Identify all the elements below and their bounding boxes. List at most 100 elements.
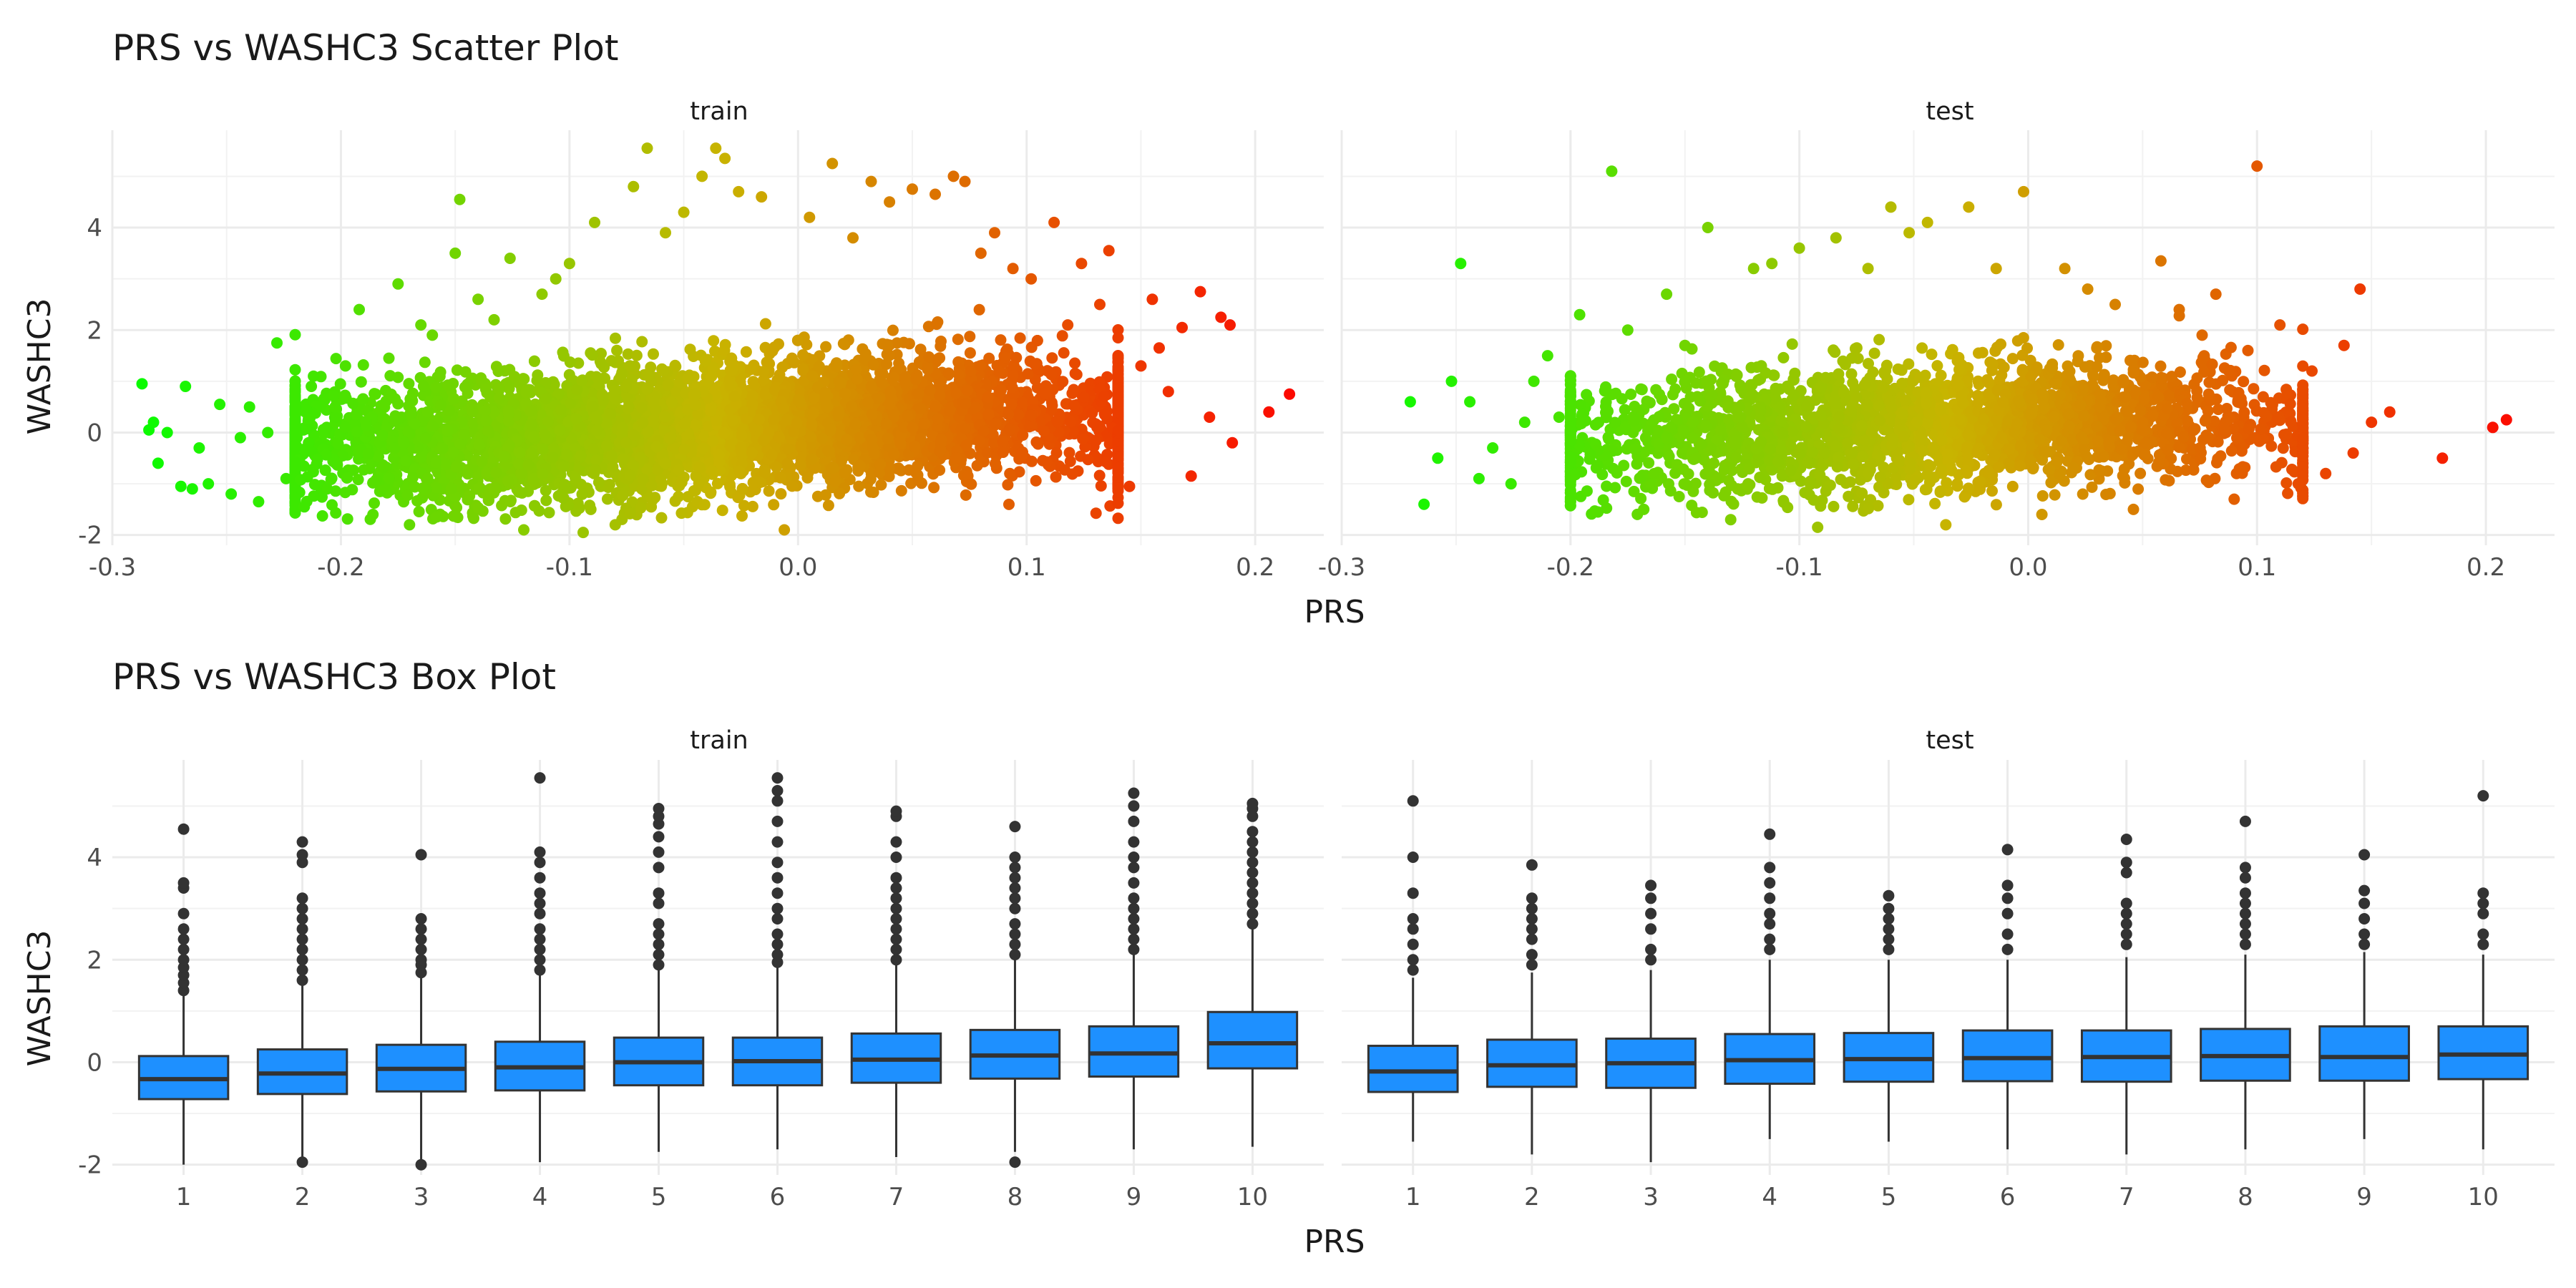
scatter-point: [303, 413, 314, 425]
scatter-point: [960, 489, 972, 501]
scatter-point: [1058, 347, 1070, 359]
scatter-point: [824, 423, 836, 435]
scatter-point: [662, 379, 674, 391]
scatter-point: [1100, 456, 1112, 468]
scatter-point: [711, 477, 723, 489]
scatter-point: [499, 513, 512, 525]
scatter-point: [526, 447, 538, 459]
scatter-point: [678, 417, 691, 429]
scatter-point: [718, 344, 731, 356]
scatter-point: [472, 502, 484, 514]
scatter-point: [447, 510, 459, 522]
scatter-point: [585, 503, 597, 515]
scatter-point: [898, 421, 910, 434]
scatter-point: [934, 464, 946, 476]
scatter-point: [540, 494, 552, 507]
scatter-point: [467, 510, 479, 522]
scatter-point: [877, 368, 889, 380]
scatter-point: [740, 346, 752, 358]
scatter-point: [669, 495, 681, 507]
scatter-point: [698, 499, 711, 511]
scatter-point: [853, 480, 865, 492]
scatter-point: [337, 449, 348, 462]
scatter-point: [881, 358, 893, 370]
scatter-point: [806, 370, 819, 382]
scatter-point: [308, 490, 320, 502]
scatter-point: [973, 303, 985, 316]
x-tick-label: -0.1: [546, 553, 593, 582]
scatter-point: [880, 418, 892, 430]
scatter-point: [328, 390, 340, 402]
scatter-point: [973, 435, 985, 447]
scatter-point: [564, 356, 576, 369]
scatter-point: [888, 448, 900, 460]
y-tick-label: 0: [87, 419, 102, 447]
scatter-point: [540, 393, 552, 404]
scatter-point: [1007, 370, 1019, 382]
scatter-point: [1093, 469, 1106, 482]
scatter-point: [1112, 324, 1124, 336]
scatter-point: [891, 337, 903, 349]
scatter-point: [691, 418, 703, 429]
scatter-point: [982, 409, 995, 421]
scatter-point: [1004, 424, 1016, 436]
scatter-point: [636, 483, 648, 495]
scatter-point: [658, 365, 669, 377]
scatter-point: [1112, 497, 1124, 509]
scatter-point: [444, 404, 455, 416]
scatter-point: [642, 369, 654, 381]
scatter-point: [943, 405, 955, 417]
scatter-point: [347, 397, 359, 409]
scatter-point: [392, 398, 404, 410]
scatter-point: [699, 355, 711, 367]
scatter-point: [902, 410, 914, 422]
scatter-point: [454, 438, 466, 450]
scatter-point: [899, 371, 912, 384]
scatter-point: [624, 360, 636, 372]
y-tick-label: 4: [87, 214, 102, 243]
scatter-point: [610, 394, 623, 405]
scatter-point: [910, 374, 922, 386]
scatter-point: [1065, 416, 1077, 428]
scatter-point: [865, 381, 877, 393]
scatter-point: [932, 353, 945, 365]
scatter-point: [641, 463, 653, 475]
scatter-point: [622, 348, 634, 360]
scatter-point: [716, 504, 728, 517]
scatter-point: [326, 499, 338, 511]
scatter-point: [935, 336, 947, 347]
scatter-point: [634, 451, 646, 463]
scatter-point: [339, 421, 351, 434]
scatter-point: [771, 461, 782, 473]
scatter-point: [952, 333, 964, 346]
scatter-point: [775, 488, 787, 500]
scatter-point: [724, 481, 736, 493]
scatter-point: [964, 347, 976, 359]
x-tick-label: 0.0: [779, 553, 817, 582]
scatter-point: [782, 443, 794, 455]
scatter-point: [850, 364, 862, 376]
scatter-point: [684, 343, 696, 356]
scatter-point: [516, 467, 528, 479]
scatter-point: [334, 378, 346, 390]
scatter-point: [513, 458, 525, 470]
scatter-point: [965, 365, 977, 377]
scatter-point: [355, 376, 367, 388]
scatter-point: [467, 406, 479, 418]
scatter-point: [839, 467, 851, 479]
scatter-point: [289, 328, 301, 341]
scatter-point: [1030, 474, 1042, 487]
scatter-point: [697, 442, 709, 454]
scatter-point: [362, 448, 374, 460]
scatter-point: [914, 402, 927, 414]
scatter-point: [1095, 480, 1107, 492]
scatter-point: [881, 338, 893, 351]
scatter-point: [605, 408, 616, 420]
scatter-point: [895, 484, 907, 497]
scatter-point: [922, 364, 934, 376]
scatter-point: [813, 361, 825, 373]
scatter-point: [542, 416, 554, 428]
scatter-point: [962, 384, 974, 396]
